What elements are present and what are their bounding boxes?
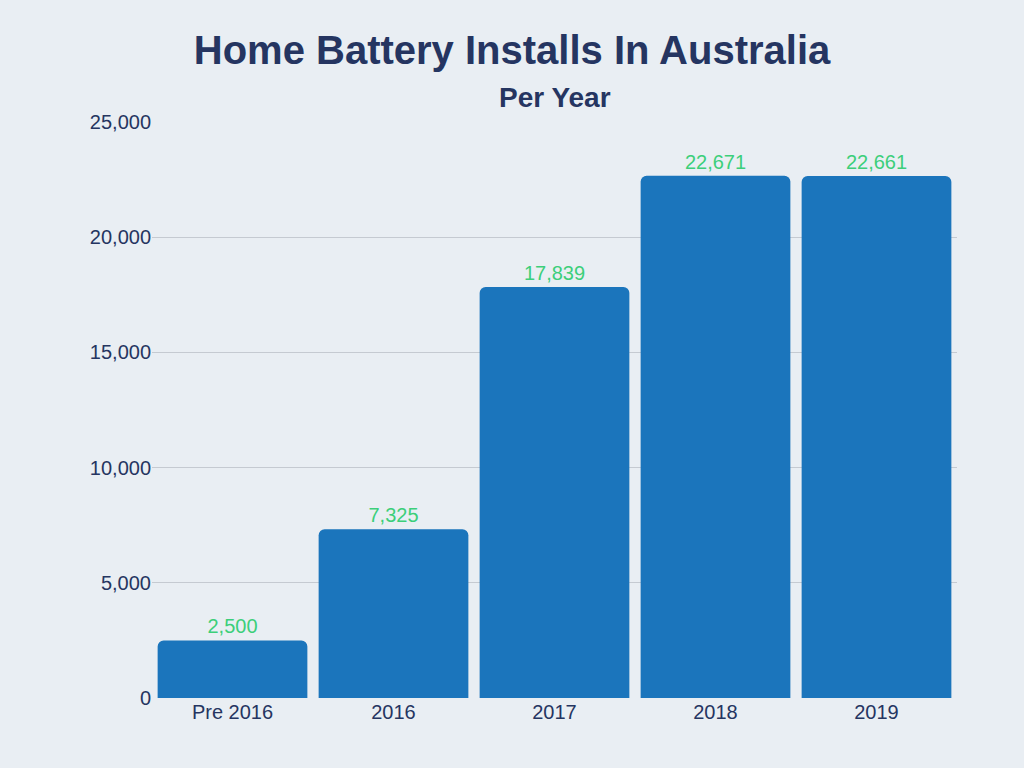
svg-text:22,661: 22,661 — [846, 151, 907, 173]
svg-text:22,671: 22,671 — [685, 151, 746, 173]
svg-text:2,500: 2,500 — [207, 615, 257, 637]
svg-text:25,000: 25,000 — [90, 111, 151, 133]
svg-text:Home Battery Installs In Austr: Home Battery Installs In Australia — [194, 28, 831, 72]
svg-text:0: 0 — [140, 687, 151, 709]
svg-text:15,000: 15,000 — [90, 341, 151, 363]
svg-text:20,000: 20,000 — [90, 226, 151, 248]
svg-text:2017: 2017 — [532, 701, 577, 723]
svg-text:Pre 2016: Pre 2016 — [192, 701, 273, 723]
svg-text:10,000: 10,000 — [90, 457, 151, 479]
svg-text:2016: 2016 — [371, 701, 416, 723]
svg-text:2019: 2019 — [854, 701, 899, 723]
svg-text:17,839: 17,839 — [524, 262, 585, 284]
svg-text:Per Year: Per Year — [499, 82, 611, 113]
svg-text:5,000: 5,000 — [101, 572, 151, 594]
svg-text:7,325: 7,325 — [368, 504, 418, 526]
svg-text:2018: 2018 — [693, 701, 738, 723]
